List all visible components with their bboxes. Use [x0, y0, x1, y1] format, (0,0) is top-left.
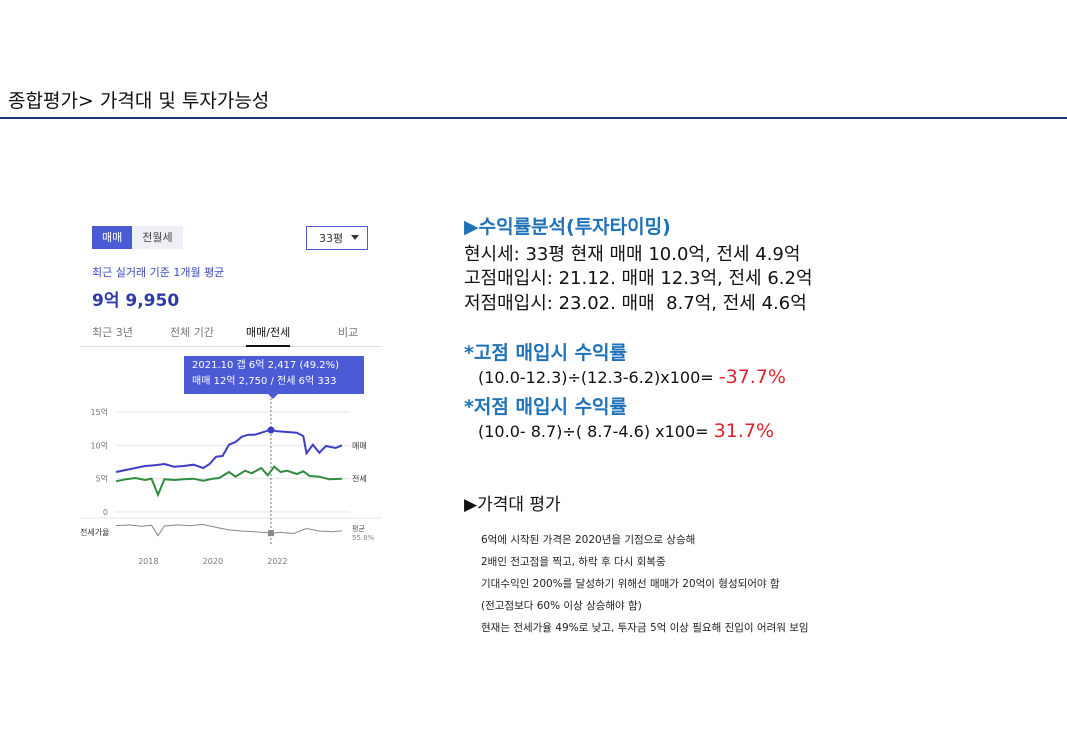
- price-subtitle: 최근 실거래 기준 1개월 평균: [92, 266, 225, 279]
- avg-label: 평균: [352, 524, 365, 533]
- series-line-전세가율: [115, 523, 343, 537]
- chart-tooltip: 2021.10 갭 6억 2,417 (49.2%) 매매 12억 2,750 …: [184, 356, 364, 399]
- evaluation-item: 기대수익인 200%를 달성하기 위해선 매매가 20억이 형성되어야 함: [481, 578, 780, 590]
- title-divider: [0, 117, 1067, 119]
- size-select[interactable]: 33평: [306, 226, 368, 250]
- x-tick-label: 2022: [267, 557, 287, 564]
- trade-type-tabs: 매매 전월세: [92, 226, 183, 249]
- page-title: 종합평가> 가격대 및 투자가능성: [8, 90, 270, 112]
- tab-compare[interactable]: 비교: [338, 326, 359, 339]
- low-yield-result: 31.7%: [713, 420, 774, 442]
- yield-analysis-heading: ▶수익률분석(투자타이밍): [464, 216, 671, 238]
- size-select-value: 33평: [319, 232, 344, 245]
- low-yield-heading: *저점 매입시 수익률: [464, 396, 628, 418]
- tooltip-price-line: 매매 12억 2,750 / 전세 6억 333: [192, 376, 337, 387]
- price-evaluation-heading: ▶가격대 평가: [464, 495, 561, 515]
- y-tick-label: 0: [103, 508, 108, 517]
- y-tick-label: 5억: [96, 474, 108, 484]
- high-formula-text: (10.0-12.3)÷(12.3-6.2)x100=: [478, 368, 719, 387]
- evaluation-item: 2배인 전고점을 찍고, 하락 후 다시 회복중: [481, 556, 666, 568]
- series-label: 전세: [352, 474, 367, 484]
- low-formula-text: (10.0- 8.7)÷( 8.7-4.6) x100=: [478, 422, 714, 441]
- avg-value: 55.8%: [352, 534, 375, 542]
- high-yield-result: -37.7%: [718, 366, 786, 388]
- ratio-row-label: 전세가율: [80, 527, 109, 537]
- tab-rent[interactable]: 전월세: [132, 226, 183, 249]
- average-price: 9억 9,950: [92, 291, 180, 311]
- tooltip-gap-line: 2021.10 갭 6억 2,417 (49.2%): [192, 360, 340, 371]
- series-label: 매매: [352, 441, 367, 450]
- series-line-전세: [115, 465, 343, 498]
- highlight-point: [267, 426, 275, 434]
- tab-sale-vs-lease[interactable]: 매매/전세: [246, 324, 291, 347]
- high-yield-formula: (10.0-12.3)÷(12.3-6.2)x100= -37.7%: [478, 366, 786, 388]
- y-tick-label: 10억: [90, 440, 108, 450]
- tab-recent-3y[interactable]: 최근 3년: [92, 326, 133, 339]
- high-yield-heading: *고점 매입시 수익률: [464, 342, 628, 364]
- highlight-ratio-point: [267, 530, 274, 537]
- current-price-line: 현시세: 33평 현재 매매 10.0억, 전세 4.9억: [464, 244, 801, 265]
- tab-sale[interactable]: 매매: [92, 226, 133, 249]
- y-tick-label: 15억: [90, 407, 108, 417]
- low-buy-line: 저점매입시: 23.02. 매매 8.7억, 전세 4.6억: [464, 293, 807, 314]
- tab-all-period[interactable]: 전체 기간: [170, 326, 214, 339]
- high-buy-line: 고점매입시: 21.12. 매매 12.3억, 전세 6.2억: [464, 268, 813, 289]
- low-yield-formula: (10.0- 8.7)÷( 8.7-4.6) x100= 31.7%: [478, 420, 774, 442]
- evaluation-item: (전고점보다 60% 이상 상승해야 함): [481, 600, 642, 612]
- caret-down-icon: [351, 235, 359, 240]
- series-line-매매: [115, 428, 343, 473]
- x-tick-label: 2018: [138, 557, 158, 564]
- x-tick-label: 2020: [203, 557, 223, 564]
- tooltip-tail: [268, 394, 278, 399]
- evaluation-item: 6억에 시작된 가격은 2020년을 기점으로 상승해: [481, 534, 696, 546]
- period-tabs: 최근 3년 전체 기간 매매/전세 비교: [80, 324, 382, 347]
- price-widget: 매매 전월세 33평 최근 실거래 기준 1개월 평균 9억 9,950 최근 …: [80, 210, 382, 564]
- evaluation-item: 현재는 전세가율 49%로 낮고, 투자금 5억 이상 필요해 진입이 어려워 …: [481, 622, 809, 634]
